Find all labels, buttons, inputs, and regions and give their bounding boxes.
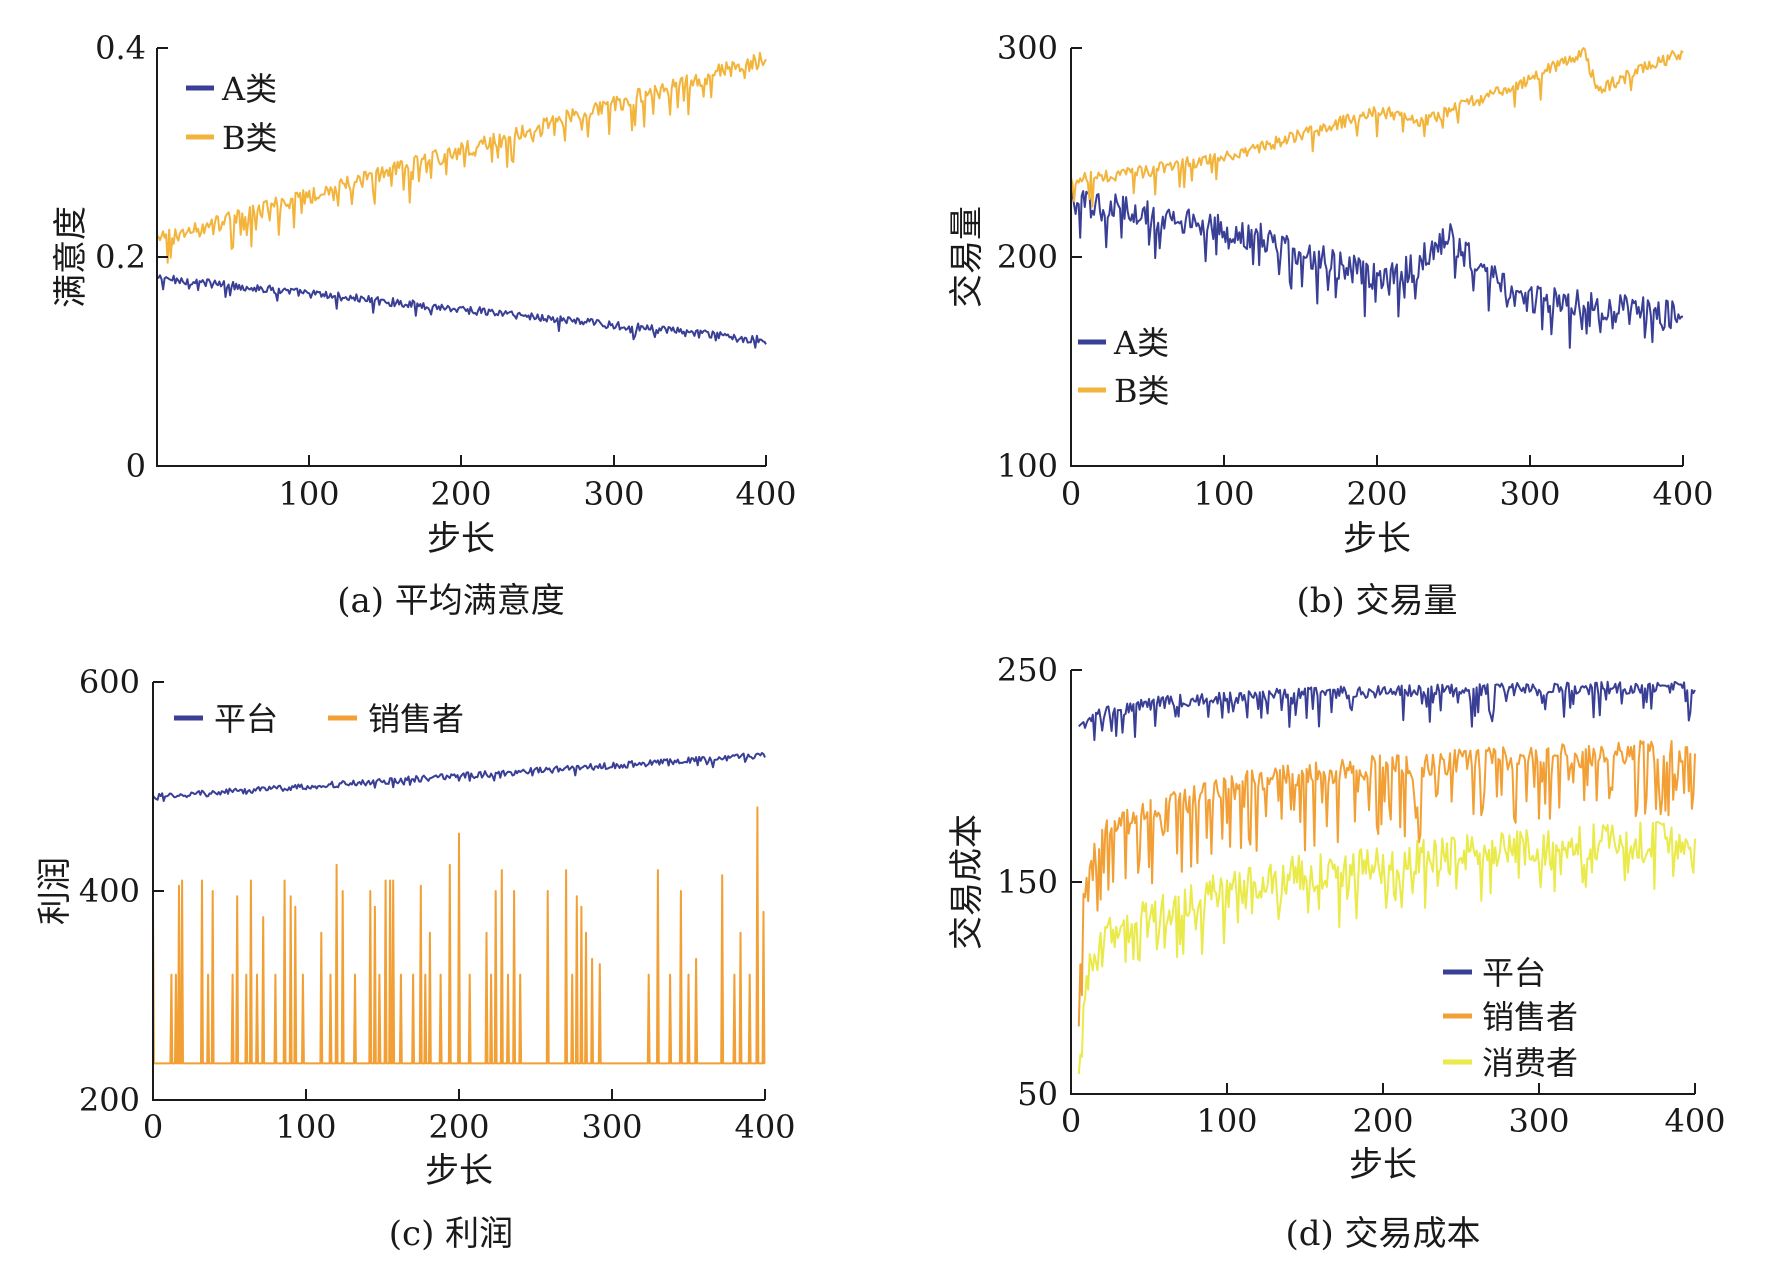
panel-d-y-axis-title: 交易成本 <box>947 814 987 950</box>
panel-d-series-line <box>1078 680 1696 742</box>
panel-a-legend-label-a: A类 <box>221 70 277 108</box>
panel-b-legend: A类 B类 <box>1078 324 1170 410</box>
panel-a-series-line <box>156 274 767 349</box>
panel-d-axes <box>1070 670 1695 1095</box>
panel-b-transaction-volume: 300 200 100 0 100 200 300 400 步长 交易量 A类 … <box>947 29 1714 621</box>
panel-b-xtick-label: 0 <box>1061 475 1081 513</box>
panel-a-xtick-label: 300 <box>583 475 644 513</box>
panel-c-profit: 600 400 200 0 100 200 300 400 步长 利润 平台 销… <box>35 663 796 1254</box>
panel-d-transaction-cost: 250 150 50 0 100 200 300 400 步长 交易成本 平台 … <box>947 651 1726 1254</box>
panel-a-x-ticks: 100 200 300 400 <box>278 455 797 513</box>
panel-d-series <box>1077 680 1696 1074</box>
panel-d-series-line <box>1077 821 1696 1074</box>
panel-d-ytick-label: 250 <box>997 651 1058 689</box>
panel-b-ytick-label: 200 <box>997 238 1058 276</box>
panel-a-legend: A类 B类 <box>186 70 278 157</box>
panel-c-x-ticks: 0 100 200 300 400 <box>143 1089 796 1146</box>
panel-d-y-ticks: 250 150 50 <box>997 651 1082 1113</box>
panel-c-x-axis-title: 步长 <box>425 1151 493 1191</box>
panel-c-xtick-label: 100 <box>275 1108 336 1146</box>
panel-b-xtick-label: 200 <box>1346 475 1407 513</box>
panel-c-ytick-label: 600 <box>79 663 140 701</box>
panel-a-ytick-label: 0.2 <box>95 238 146 276</box>
panel-c-xtick-label: 0 <box>143 1108 163 1146</box>
panel-c-legend-label-platform: 平台 <box>214 700 278 738</box>
panel-a-xtick-label: 100 <box>278 475 339 513</box>
panel-c-legend: 平台 销售者 <box>174 700 464 738</box>
panel-b-y-ticks: 300 200 100 <box>997 29 1082 485</box>
panel-d-ytick-label: 50 <box>1017 1075 1058 1113</box>
panel-c-xtick-label: 200 <box>428 1108 489 1146</box>
panel-c-series-line <box>152 806 766 1065</box>
panel-a-y-ticks: 0.4 0.2 0 <box>95 29 168 485</box>
panel-c-xtick-label: 300 <box>581 1108 642 1146</box>
panel-b-legend-label-a: A类 <box>1113 324 1169 362</box>
panel-d-legend-label-platform: 平台 <box>1482 954 1546 992</box>
panel-c-axes <box>152 682 765 1101</box>
panel-b-xtick-label: 400 <box>1652 475 1713 513</box>
panel-a-ytick-label: 0 <box>126 447 146 485</box>
panel-c-y-ticks: 600 400 200 <box>79 663 164 1119</box>
panel-b-axes <box>1070 48 1683 467</box>
panel-c-ytick-label: 200 <box>79 1081 140 1119</box>
panel-d-x-axis-title: 步长 <box>1349 1145 1417 1185</box>
panel-a-caption: (a) 平均满意度 <box>337 581 565 621</box>
panel-d-x-ticks: 0 100 200 300 400 <box>1061 1083 1726 1140</box>
panel-c-caption: (c) 利润 <box>389 1214 513 1254</box>
panel-d-xtick-label: 0 <box>1061 1102 1081 1140</box>
panel-c-ytick-label: 400 <box>79 872 140 910</box>
panel-b-legend-label-b: B类 <box>1114 372 1170 410</box>
panel-d-xtick-label: 100 <box>1196 1102 1257 1140</box>
panel-a-xtick-label: 200 <box>430 475 491 513</box>
panel-b-series <box>1070 47 1684 349</box>
panel-b-ytick-label: 100 <box>997 447 1058 485</box>
panel-b-x-axis-title: 步长 <box>1343 519 1411 559</box>
panel-b-caption: (b) 交易量 <box>1296 581 1457 621</box>
panel-d-caption: (d) 交易成本 <box>1285 1214 1480 1254</box>
panel-d-xtick-label: 400 <box>1664 1102 1725 1140</box>
panel-b-x-ticks: 0 100 200 300 400 <box>1061 455 1714 513</box>
panel-d-xtick-label: 200 <box>1352 1102 1413 1140</box>
panel-a-legend-label-b: B类 <box>222 119 278 157</box>
panel-a-x-axis-title: 步长 <box>427 519 495 559</box>
panel-b-xtick-label: 300 <box>1499 475 1560 513</box>
panel-b-ytick-label: 300 <box>997 29 1058 67</box>
panel-a-xtick-label: 400 <box>735 475 796 513</box>
panel-a-y-axis-title: 满意度 <box>51 206 91 308</box>
panel-b-series-line <box>1070 190 1683 349</box>
panel-a-ytick-label: 0.4 <box>95 29 146 67</box>
panel-d-ytick-label: 150 <box>997 863 1058 901</box>
panel-c-y-axis-title: 利润 <box>35 857 75 925</box>
panel-b-y-axis-title: 交易量 <box>947 206 987 308</box>
panel-d-series-line <box>1077 739 1696 1027</box>
panel-b-xtick-label: 100 <box>1193 475 1254 513</box>
panel-c-xtick-label: 400 <box>734 1108 795 1146</box>
panel-d-legend: 平台 销售者 消费者 <box>1443 954 1578 1082</box>
panel-a-series-line <box>156 51 767 264</box>
panel-c-series <box>152 752 766 1065</box>
panel-c-legend-label-seller: 销售者 <box>368 700 464 738</box>
panel-a-axes <box>156 48 766 467</box>
panel-a-satisfaction: 0.4 0.2 0 100 200 300 400 步长 满意度 A类 B类 (… <box>51 29 797 621</box>
panel-d-xtick-label: 300 <box>1508 1102 1569 1140</box>
panel-a-series <box>156 51 767 349</box>
panel-c-series-line <box>152 752 766 802</box>
panel-d-legend-label-seller: 销售者 <box>1482 998 1578 1036</box>
panel-d-legend-label-consumer: 消费者 <box>1482 1044 1578 1082</box>
panel-b-series-line <box>1070 47 1684 208</box>
